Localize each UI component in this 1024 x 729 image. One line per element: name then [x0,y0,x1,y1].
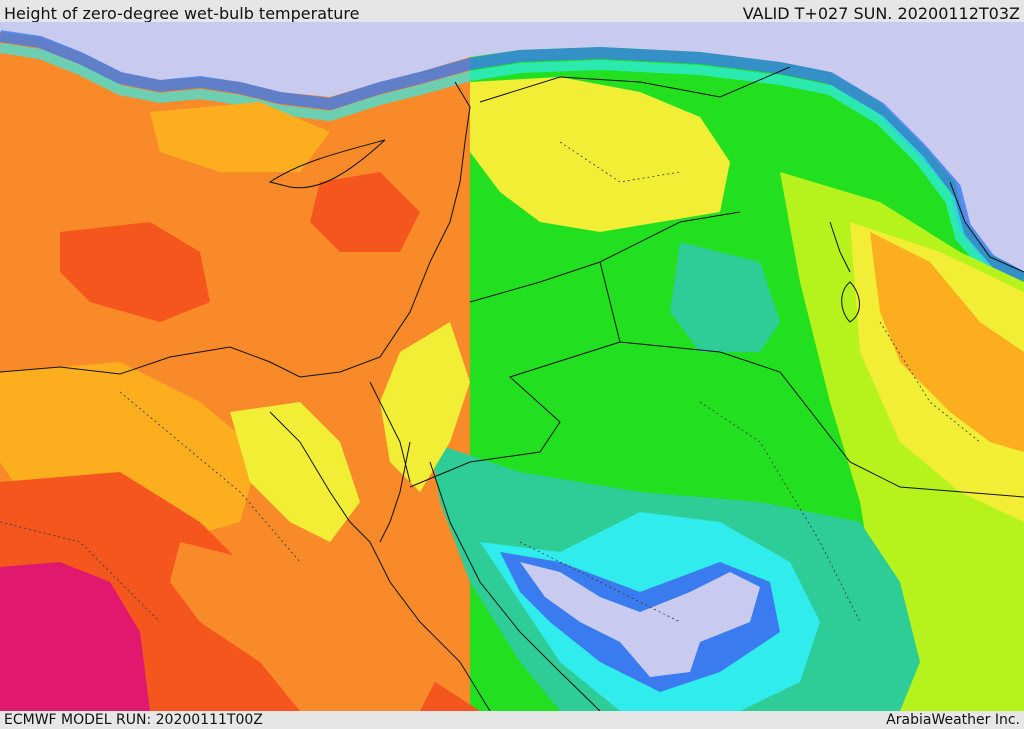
field-amber-gulf [870,232,1024,452]
cyan-band-north [0,43,1024,295]
field-amber-north-coast [150,102,330,172]
footer-bar: ECMWF MODEL RUN: 20200111T00Z ArabiaWeat… [0,711,1024,729]
blue-band-north [0,30,1024,284]
credit-label: ArabiaWeather Inc. [886,712,1020,728]
field-orange-africa [170,542,440,711]
country-borders [369,66,1024,498]
province-borders [0,141,981,623]
field-red-patch-2 [310,172,420,252]
field-yellow-north [470,77,730,232]
header-bar: Height of zero-degree wet-bulb temperatu… [0,0,1024,23]
map-canvas [0,22,1024,711]
weather-map [0,22,1024,711]
field-yellow-levant [380,322,470,492]
field-teal-interior [670,242,780,352]
field-red-patch-1 [60,222,210,322]
field-yellow-sinai [230,402,360,542]
field-magenta-africa [0,562,150,711]
map-title: Height of zero-degree wet-bulb temperatu… [4,4,360,23]
valid-time-label: VALID T+027 SUN. 20200112T03Z [742,4,1020,23]
sea-north [0,22,1024,272]
coastlines [0,81,1024,711]
field-lavender-south [520,562,760,677]
model-run-label: ECMWF MODEL RUN: 20200111T00Z [4,712,263,728]
